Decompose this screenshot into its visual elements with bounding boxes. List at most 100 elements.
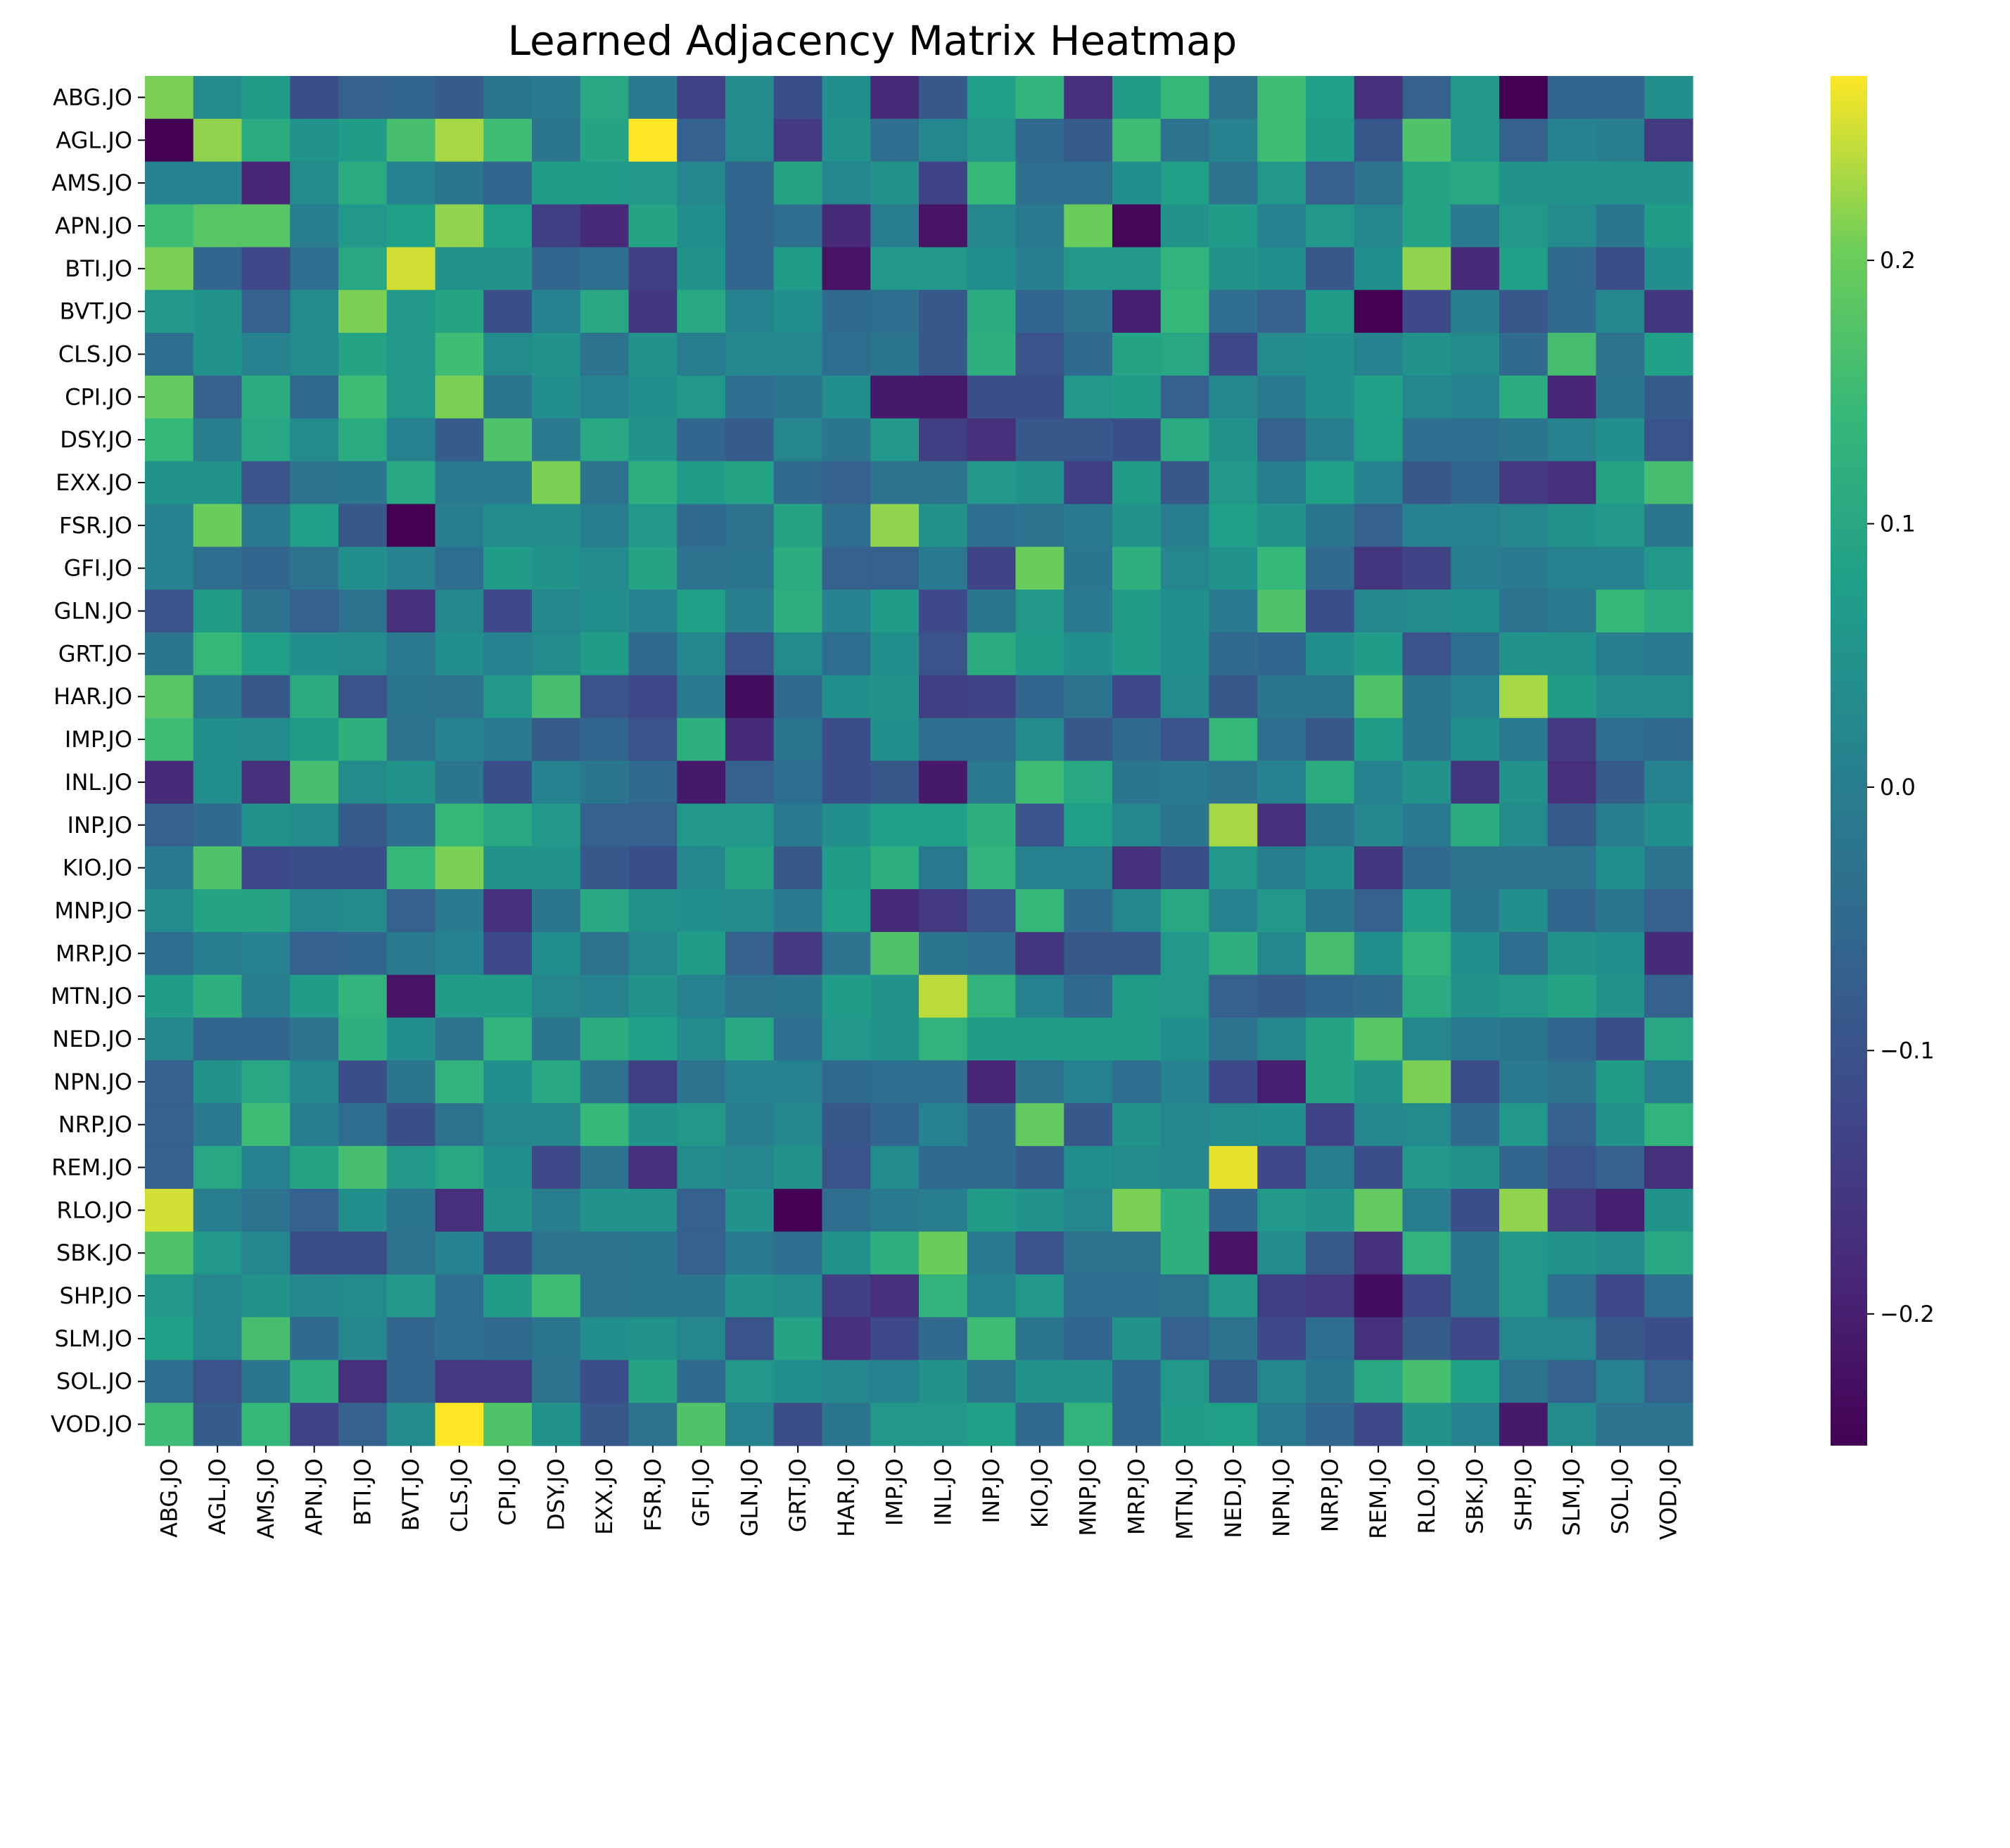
heatmap-cell (193, 889, 243, 933)
heatmap-cell (241, 1188, 291, 1232)
heatmap-cell (193, 418, 243, 462)
heatmap-cell (677, 1317, 726, 1360)
heatmap-cell (290, 290, 339, 333)
heatmap-cell (241, 1103, 291, 1147)
heatmap-cell (1402, 931, 1451, 976)
heatmap-cell (773, 1360, 823, 1403)
heatmap-cell (628, 1317, 678, 1360)
heatmap-cell (1257, 1403, 1306, 1446)
heatmap-cell (145, 418, 194, 462)
heatmap-cell (1596, 1360, 1645, 1403)
heatmap-cell (1354, 461, 1404, 505)
heatmap-cell (1209, 760, 1258, 804)
heatmap-cell (1064, 204, 1113, 248)
heatmap-cell (193, 290, 243, 333)
heatmap-cell (241, 718, 291, 762)
heatmap-cell (725, 204, 775, 248)
heatmap-cell (145, 718, 194, 762)
heatmap-cell (919, 76, 968, 120)
heatmap-cell (1112, 1060, 1162, 1104)
heatmap-cell (435, 247, 484, 291)
heatmap-cell (1451, 461, 1500, 505)
heatmap-cell (145, 161, 194, 205)
heatmap-cell (870, 846, 920, 890)
heatmap-cell (822, 1146, 871, 1190)
heatmap-cell (145, 1403, 194, 1446)
heatmap-cell (338, 718, 388, 762)
heatmap-cell (1499, 161, 1548, 205)
heatmap-cell (241, 675, 291, 719)
column-tick-label: INP.JO (978, 1458, 1005, 1523)
heatmap-cell (1257, 1146, 1306, 1190)
heatmap-cell (967, 1403, 1017, 1446)
heatmap-cell (773, 375, 823, 419)
heatmap-cell (1160, 204, 1210, 248)
heatmap-cell (193, 161, 243, 205)
heatmap-cell (1209, 632, 1258, 676)
heatmap-cell (822, 1360, 871, 1403)
heatmap-cell (1160, 974, 1210, 1019)
heatmap-cell (677, 504, 726, 547)
heatmap-cell (483, 504, 533, 547)
heatmap-cell (967, 1274, 1017, 1318)
heatmap-cell (1644, 1317, 1693, 1360)
heatmap-cell (1596, 1060, 1645, 1104)
heatmap-cell (1306, 718, 1355, 762)
heatmap-cell (919, 118, 968, 163)
chart-title: Learned Adjacency Matrix Heatmap (508, 17, 1238, 65)
heatmap-cell (773, 418, 823, 462)
heatmap-cell (290, 547, 339, 590)
heatmap-cell (628, 846, 678, 890)
heatmap-cell (967, 161, 1017, 205)
heatmap-cell (919, 418, 968, 462)
heatmap-cell (532, 889, 581, 933)
heatmap-cell (822, 1403, 871, 1446)
heatmap-cell (1209, 1360, 1258, 1403)
heatmap-cell (338, 1231, 388, 1275)
heatmap-cell (1112, 632, 1162, 676)
heatmap-cell (1160, 1017, 1210, 1061)
heatmap-cell (1402, 204, 1451, 248)
heatmap-cell (290, 760, 339, 804)
heatmap-cell (967, 418, 1017, 462)
heatmap-cell (725, 76, 775, 120)
heatmap-cell (677, 803, 726, 847)
heatmap-cell (1160, 504, 1210, 547)
heatmap-cell (628, 1188, 678, 1232)
heatmap-cell (1547, 547, 1597, 590)
heatmap-cell (1402, 1146, 1451, 1190)
row-tick-label: CPI.JO (65, 383, 132, 410)
heatmap-cell (1547, 118, 1597, 163)
heatmap-cell (386, 504, 436, 547)
heatmap-cell (822, 889, 871, 933)
heatmap-cell (193, 1317, 243, 1360)
heatmap-cell (338, 504, 388, 547)
heatmap-cell (1015, 1188, 1064, 1232)
heatmap-cell (1547, 675, 1597, 719)
heatmap-cell (967, 247, 1017, 291)
heatmap-cell (822, 718, 871, 762)
heatmap-cell (822, 590, 871, 633)
heatmap-cell (193, 461, 243, 505)
heatmap-cell (532, 1146, 581, 1190)
heatmap-cell (1402, 1360, 1451, 1403)
heatmap-cell (628, 418, 678, 462)
heatmap-cell (1451, 974, 1500, 1019)
heatmap-cell (1112, 290, 1162, 333)
heatmap-cell (1402, 504, 1451, 547)
heatmap-cell (628, 675, 678, 719)
heatmap-cell (532, 974, 581, 1019)
heatmap-cell (725, 803, 775, 847)
heatmap-cell (677, 632, 726, 676)
heatmap-cell (580, 803, 630, 847)
heatmap-cell (290, 675, 339, 719)
heatmap-cell (628, 889, 678, 933)
heatmap-cell (1257, 247, 1306, 291)
heatmap-cell (241, 1360, 291, 1403)
heatmap-cell (145, 333, 194, 376)
heatmap-cell (1306, 1146, 1355, 1190)
heatmap-cell (1644, 974, 1693, 1019)
heatmap-cell (483, 1017, 533, 1061)
heatmap-cell (822, 290, 871, 333)
heatmap-cell (386, 889, 436, 933)
